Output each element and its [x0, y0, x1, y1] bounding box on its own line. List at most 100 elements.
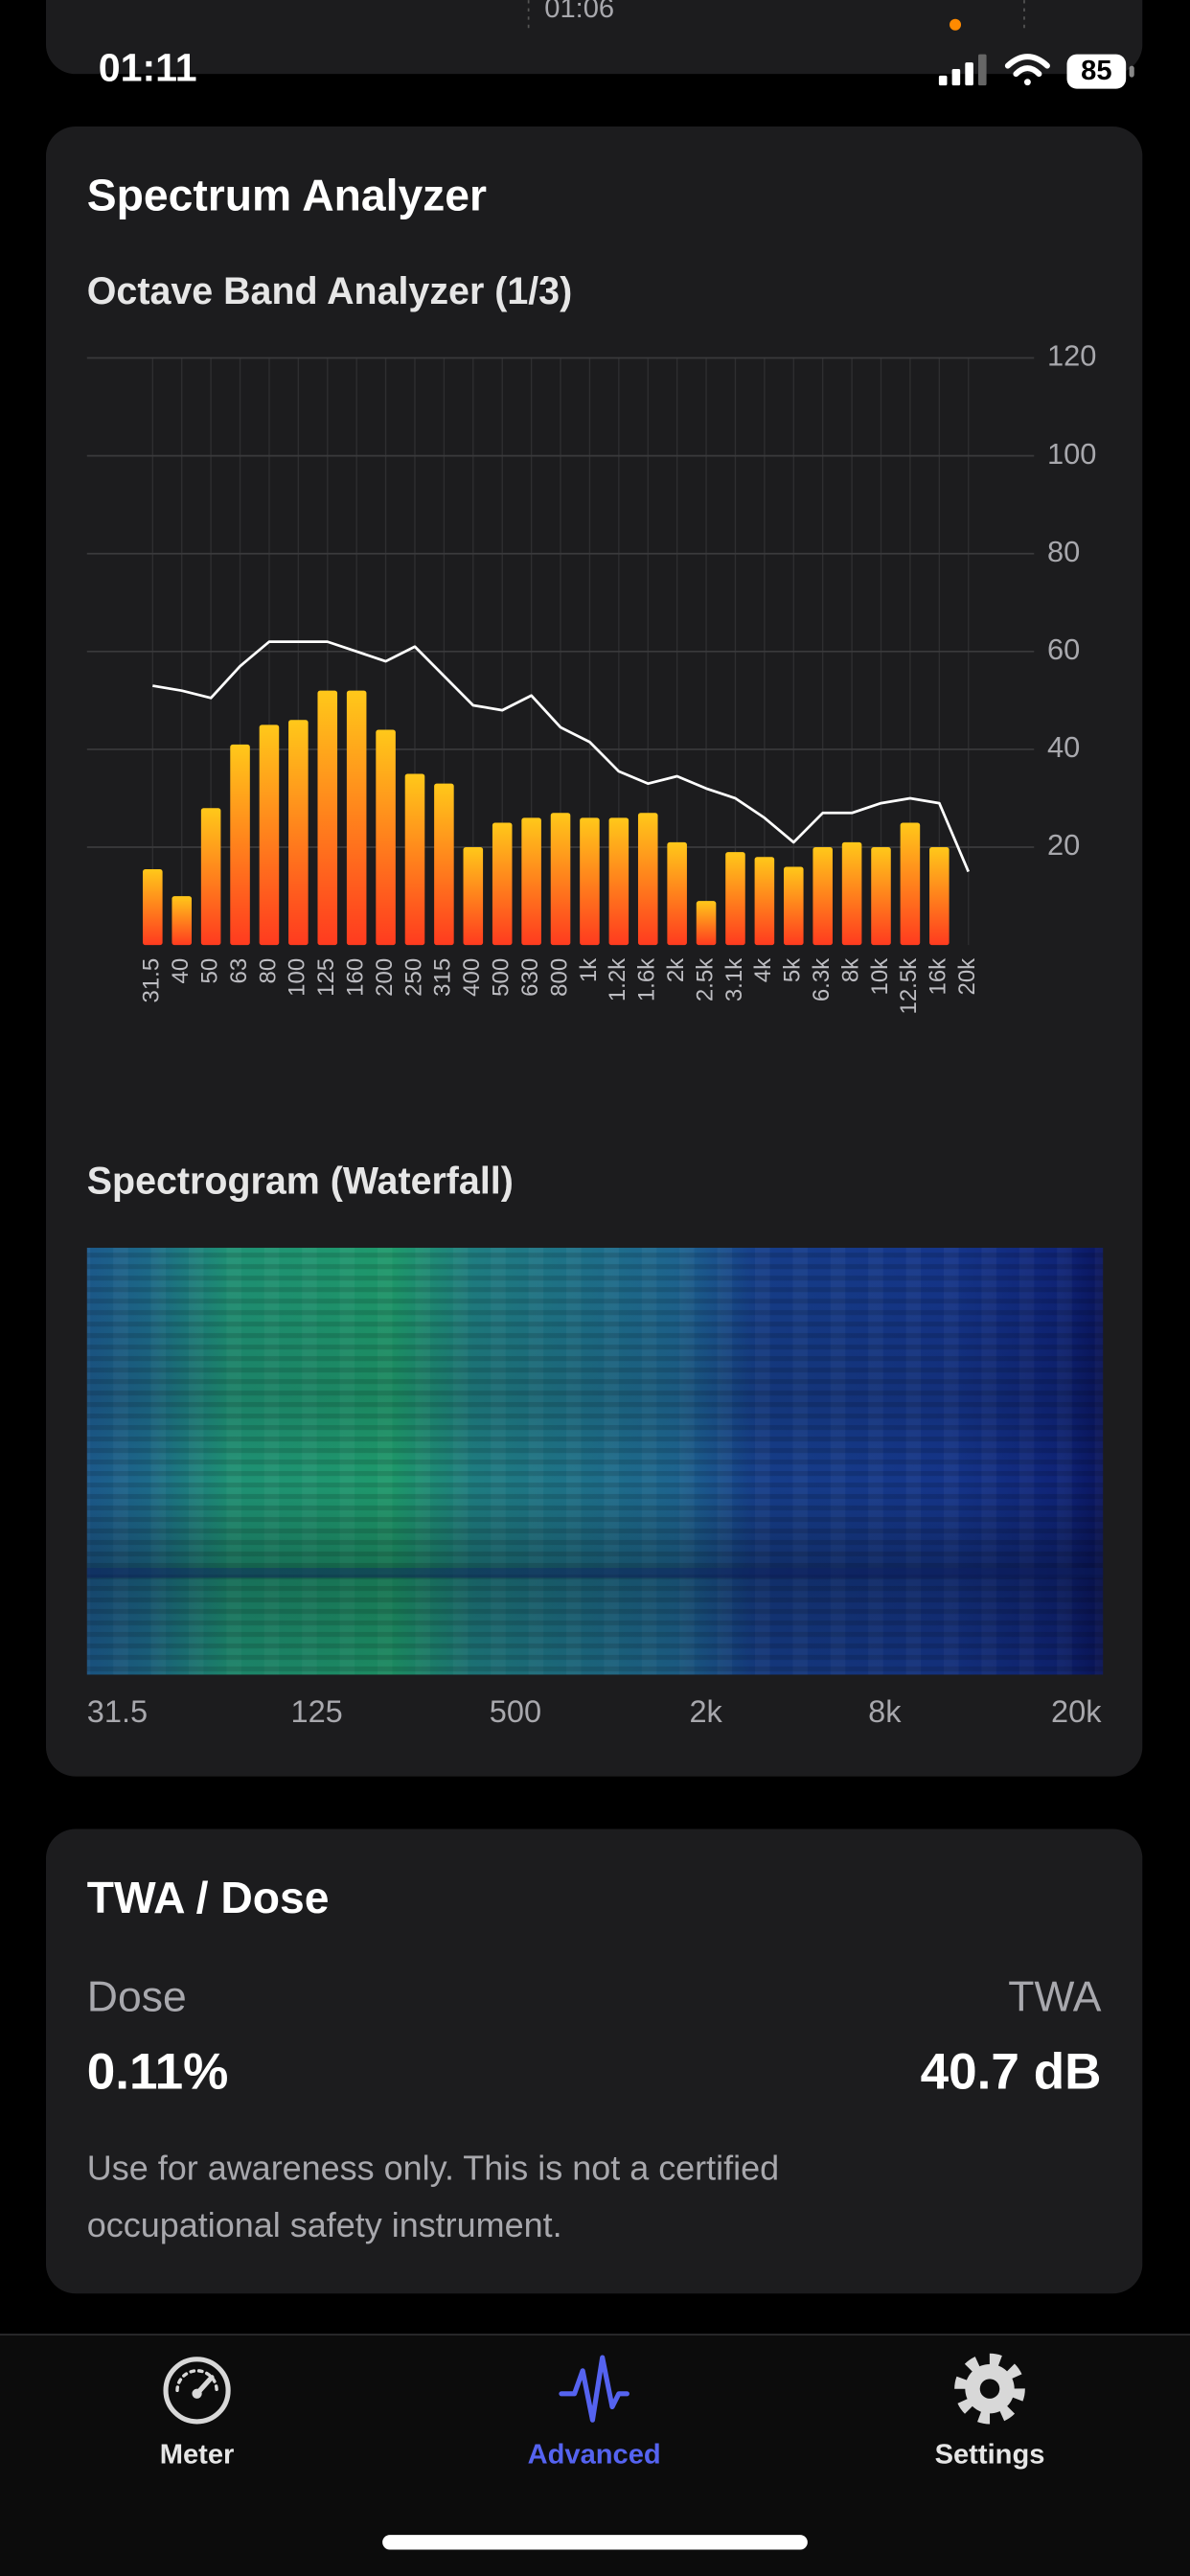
tab-label: Meter [160, 2440, 235, 2471]
spectrogram-x-label: 31.5 [87, 1694, 148, 1729]
tab-advanced[interactable]: Advanced [528, 2355, 661, 2471]
bar [637, 813, 658, 946]
signal-icon [938, 54, 987, 86]
spectrogram-x-label: 20k [1051, 1694, 1102, 1729]
bar [667, 841, 687, 946]
bar [696, 901, 717, 946]
bar [463, 847, 484, 946]
indicator-dot [950, 18, 962, 31]
wifi-icon [1004, 54, 1050, 86]
x-tick-label: 1.6k [634, 957, 660, 1001]
x-tick-label: 630 [517, 958, 543, 997]
x-tick-label: 16k [926, 957, 951, 996]
x-tick-label: 3.1k [721, 957, 747, 1001]
x-tick-label: 315 [430, 958, 456, 997]
x-tick-label: 31.5 [139, 958, 165, 1003]
dose-value: 0.11% [87, 2043, 229, 2100]
x-tick-label: 160 [342, 958, 368, 997]
x-tick-label: 1.2k [605, 957, 630, 1001]
bar [812, 847, 833, 946]
x-tick-label: 50 [196, 958, 222, 984]
spectrogram-x-label: 125 [290, 1694, 342, 1729]
bar [143, 869, 163, 946]
x-tick-label: 400 [459, 958, 485, 997]
bar [434, 783, 454, 946]
x-tick-label: 500 [489, 958, 515, 997]
bar [259, 724, 280, 946]
home-indicator [382, 2535, 808, 2550]
y-tick-label: 80 [1047, 535, 1080, 568]
bar [608, 817, 629, 946]
spectrogram-x-label: 500 [490, 1694, 541, 1729]
bar [521, 817, 541, 946]
x-tick-label: 10k [867, 957, 893, 996]
y-tick-label: 20 [1047, 828, 1080, 862]
x-tick-label: 6.3k [809, 957, 835, 1001]
spectrogram-x-label: 8k [868, 1694, 902, 1729]
peak-line [152, 640, 970, 873]
twa-card [45, 1828, 1143, 2294]
x-tick-label: 4k [750, 957, 776, 982]
x-tick-label: 100 [285, 958, 310, 997]
battery-level: 85 [1081, 56, 1111, 86]
x-tick-label: 20k [954, 957, 980, 996]
meter-icon [163, 2357, 231, 2425]
x-tick-label: 8k [837, 957, 863, 982]
note-line: occupational safety instrument. [87, 2205, 562, 2244]
status-time: 01:11 [99, 46, 197, 90]
bar [346, 690, 367, 946]
x-tick-label: 1k [576, 957, 602, 982]
x-tick-label: 63 [226, 958, 252, 984]
twa-value: 40.7 dB [921, 2043, 1102, 2100]
y-tick-label: 100 [1047, 437, 1096, 471]
x-tick-label: 200 [372, 958, 398, 997]
bar [580, 817, 600, 946]
bar [492, 822, 513, 946]
bar [172, 896, 193, 946]
battery-icon [1066, 54, 1127, 89]
x-tick-label: 80 [255, 958, 281, 984]
bar [404, 773, 425, 946]
y-tick-label: 120 [1047, 339, 1096, 373]
bar [725, 852, 745, 946]
note-line: Use for awareness only. This is not a ce… [87, 2148, 779, 2187]
bar [317, 690, 338, 946]
bar [288, 720, 309, 946]
x-tick-label: 2.5k [692, 957, 718, 1001]
previous-card [45, 0, 1143, 75]
card-title: TWA / Dose [87, 1873, 330, 1922]
spectrogram-x-label: 2k [689, 1694, 722, 1729]
spectrogram [86, 1248, 1104, 1675]
bar [784, 866, 804, 946]
previous-time: 01:06 [544, 0, 614, 24]
x-tick-label: 12.5k [896, 957, 922, 1015]
tab-label: Settings [935, 2440, 1045, 2471]
tab-label: Advanced [528, 2440, 661, 2471]
x-tick-label: 125 [313, 958, 339, 997]
bar [376, 729, 396, 946]
x-tick-label: 5k [780, 957, 806, 982]
dose-label: Dose [87, 1973, 187, 2020]
twa-label: TWA [1008, 1973, 1102, 2020]
x-tick-label: 800 [546, 958, 572, 997]
spectrogram-axis: 31.5 125 500 2k 8k 20k [87, 1694, 1102, 1729]
bar [871, 847, 891, 946]
bar [841, 841, 862, 946]
tab-meter[interactable]: Meter [160, 2357, 235, 2471]
bar [550, 813, 571, 946]
bar [900, 822, 921, 946]
y-tick-label: 40 [1047, 730, 1080, 764]
tab-settings[interactable]: Settings [935, 2353, 1045, 2471]
x-tick-label: 40 [168, 958, 194, 984]
settings-icon [954, 2353, 1025, 2425]
battery-cap [1129, 65, 1134, 78]
y-tick-label: 60 [1047, 632, 1080, 666]
bar [754, 857, 775, 946]
bar [929, 847, 950, 946]
bar [200, 808, 221, 946]
chart-title: Octave Band Analyzer (1/3) [87, 270, 572, 312]
card-title: Spectrum Analyzer [87, 171, 487, 220]
